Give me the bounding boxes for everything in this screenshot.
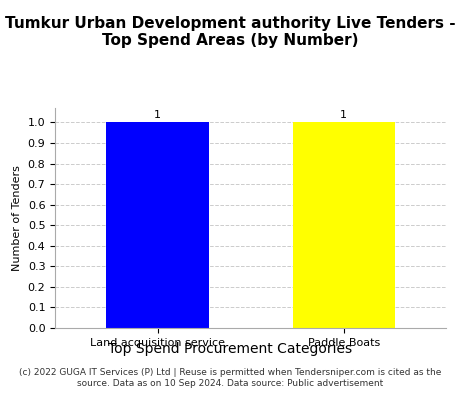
Bar	[292, 122, 394, 328]
Text: (c) 2022 GUGA IT Services (P) Ltd | Reuse is permitted when Tendersniper.com is : (c) 2022 GUGA IT Services (P) Ltd | Reus…	[19, 368, 440, 388]
Text: Top Spend Procurement Categories: Top Spend Procurement Categories	[108, 342, 351, 356]
Bar	[106, 122, 208, 328]
Text: 1: 1	[340, 110, 347, 120]
Text: 1: 1	[154, 110, 161, 120]
Y-axis label: Number of Tenders: Number of Tenders	[12, 165, 22, 271]
Text: Tumkur Urban Development authority Live Tenders -
Top Spend Areas (by Number): Tumkur Urban Development authority Live …	[5, 16, 454, 48]
